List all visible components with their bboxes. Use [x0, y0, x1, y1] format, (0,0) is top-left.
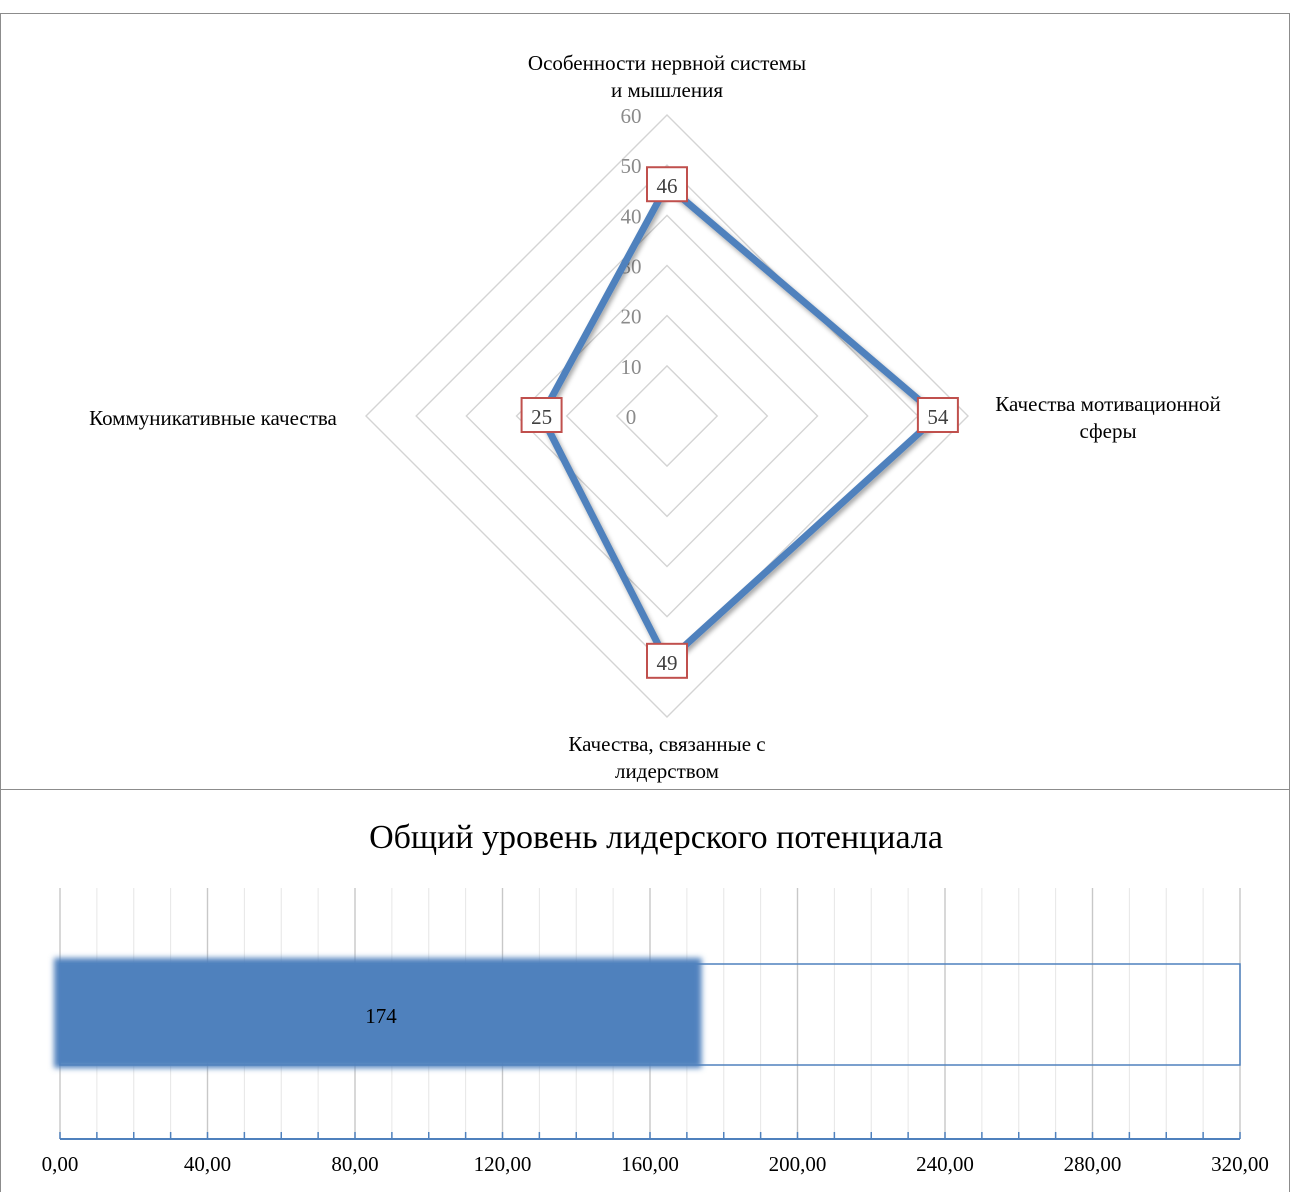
radar-data-label-box: 46	[646, 166, 688, 203]
bar-tick-label: 240,00	[916, 1152, 974, 1176]
radar-data-label-border	[520, 397, 563, 433]
radar-tick-label: 40	[621, 204, 642, 228]
radar-category-label-line: сферы	[1079, 419, 1136, 443]
radar-category-label-line: и мышления	[611, 78, 723, 102]
radar-tick-label: 60	[621, 104, 642, 128]
bar-chart: Общий уровень лидерского потенциала 174 0,…	[42, 819, 1269, 1176]
bar-chart-title: Общий уровень лидерского потенциала	[369, 819, 943, 856]
bar-tick-label: 160,00	[621, 1152, 679, 1176]
radar-gridline	[365, 114, 969, 718]
radar-data-label-border	[916, 397, 959, 433]
radar-category-label-line: Качества, связанные с	[568, 732, 765, 756]
radar-data-label-box: 49	[646, 642, 688, 679]
radar-gridline	[415, 164, 919, 668]
radar-category-label-line: лидерством	[615, 759, 719, 783]
radar-data-label-border	[646, 642, 688, 679]
radar-series-line	[538, 181, 942, 666]
radar-category-labels: Особенности нервной системы и мышления Кач…	[89, 51, 1221, 783]
radar-gridline	[565, 314, 769, 518]
radar-tick-label: 10	[621, 355, 642, 379]
radar-chart-panel: 0 10 20 30 40 50 60 46 54 49 25 Особенности нервной…	[0, 13, 1290, 790]
radar-tick-label: 50	[621, 154, 642, 178]
radar-gridline	[615, 364, 719, 468]
radar-data-label: 54	[927, 405, 949, 429]
radar-category-label: Качества, связанные с лидерством	[568, 732, 765, 783]
bar-grid	[59, 888, 1241, 1139]
bar-chart-panel: Общий уровень лидерского потенциала 174 0,…	[0, 789, 1290, 1192]
radar-category-label: Качества мотивационной сферы	[995, 392, 1220, 443]
radar-category-label-line: Особенности нервной системы	[528, 51, 806, 75]
bar-tick-label: 280,00	[1064, 1152, 1122, 1176]
radar-tick-label: 0	[626, 405, 637, 429]
bar-value-label: 174	[365, 1004, 397, 1028]
bar-tick-label: 320,00	[1211, 1152, 1269, 1176]
radar-data-label: 25	[531, 405, 552, 429]
bar-axis-ticks	[59, 1132, 1241, 1139]
radar-data-label-box: 25	[520, 397, 563, 433]
radar-data-label-box: 54	[916, 397, 959, 433]
radar-data-label-border	[646, 166, 688, 203]
radar-gridline	[465, 214, 869, 618]
radar-tick-label: 20	[621, 305, 642, 329]
bar-tick-label: 0,00	[42, 1152, 79, 1176]
radar-data-labels: 46 54 49 25	[520, 166, 959, 679]
bar-tick-label: 40,00	[184, 1152, 231, 1176]
bar-value	[54, 958, 702, 1068]
bar-tick-label: 120,00	[474, 1152, 532, 1176]
radar-category-label-line: Качества мотивационной	[995, 392, 1220, 416]
radar-category-label: Особенности нервной системы и мышления	[528, 51, 806, 102]
radar-category-label: Коммуникативные качества	[89, 406, 337, 430]
radar-data-label: 46	[657, 174, 678, 198]
radar-category-label-line: Коммуникативные качества	[89, 406, 337, 430]
bar-tick-labels: 0,00 40,00 80,00 120,00 160,00 200,00 240,00 28…	[42, 1152, 1269, 1176]
bar-tick-label: 80,00	[331, 1152, 378, 1176]
radar-grid	[365, 114, 969, 718]
bar-tick-label: 200,00	[769, 1152, 827, 1176]
radar-data-label: 49	[657, 651, 678, 675]
